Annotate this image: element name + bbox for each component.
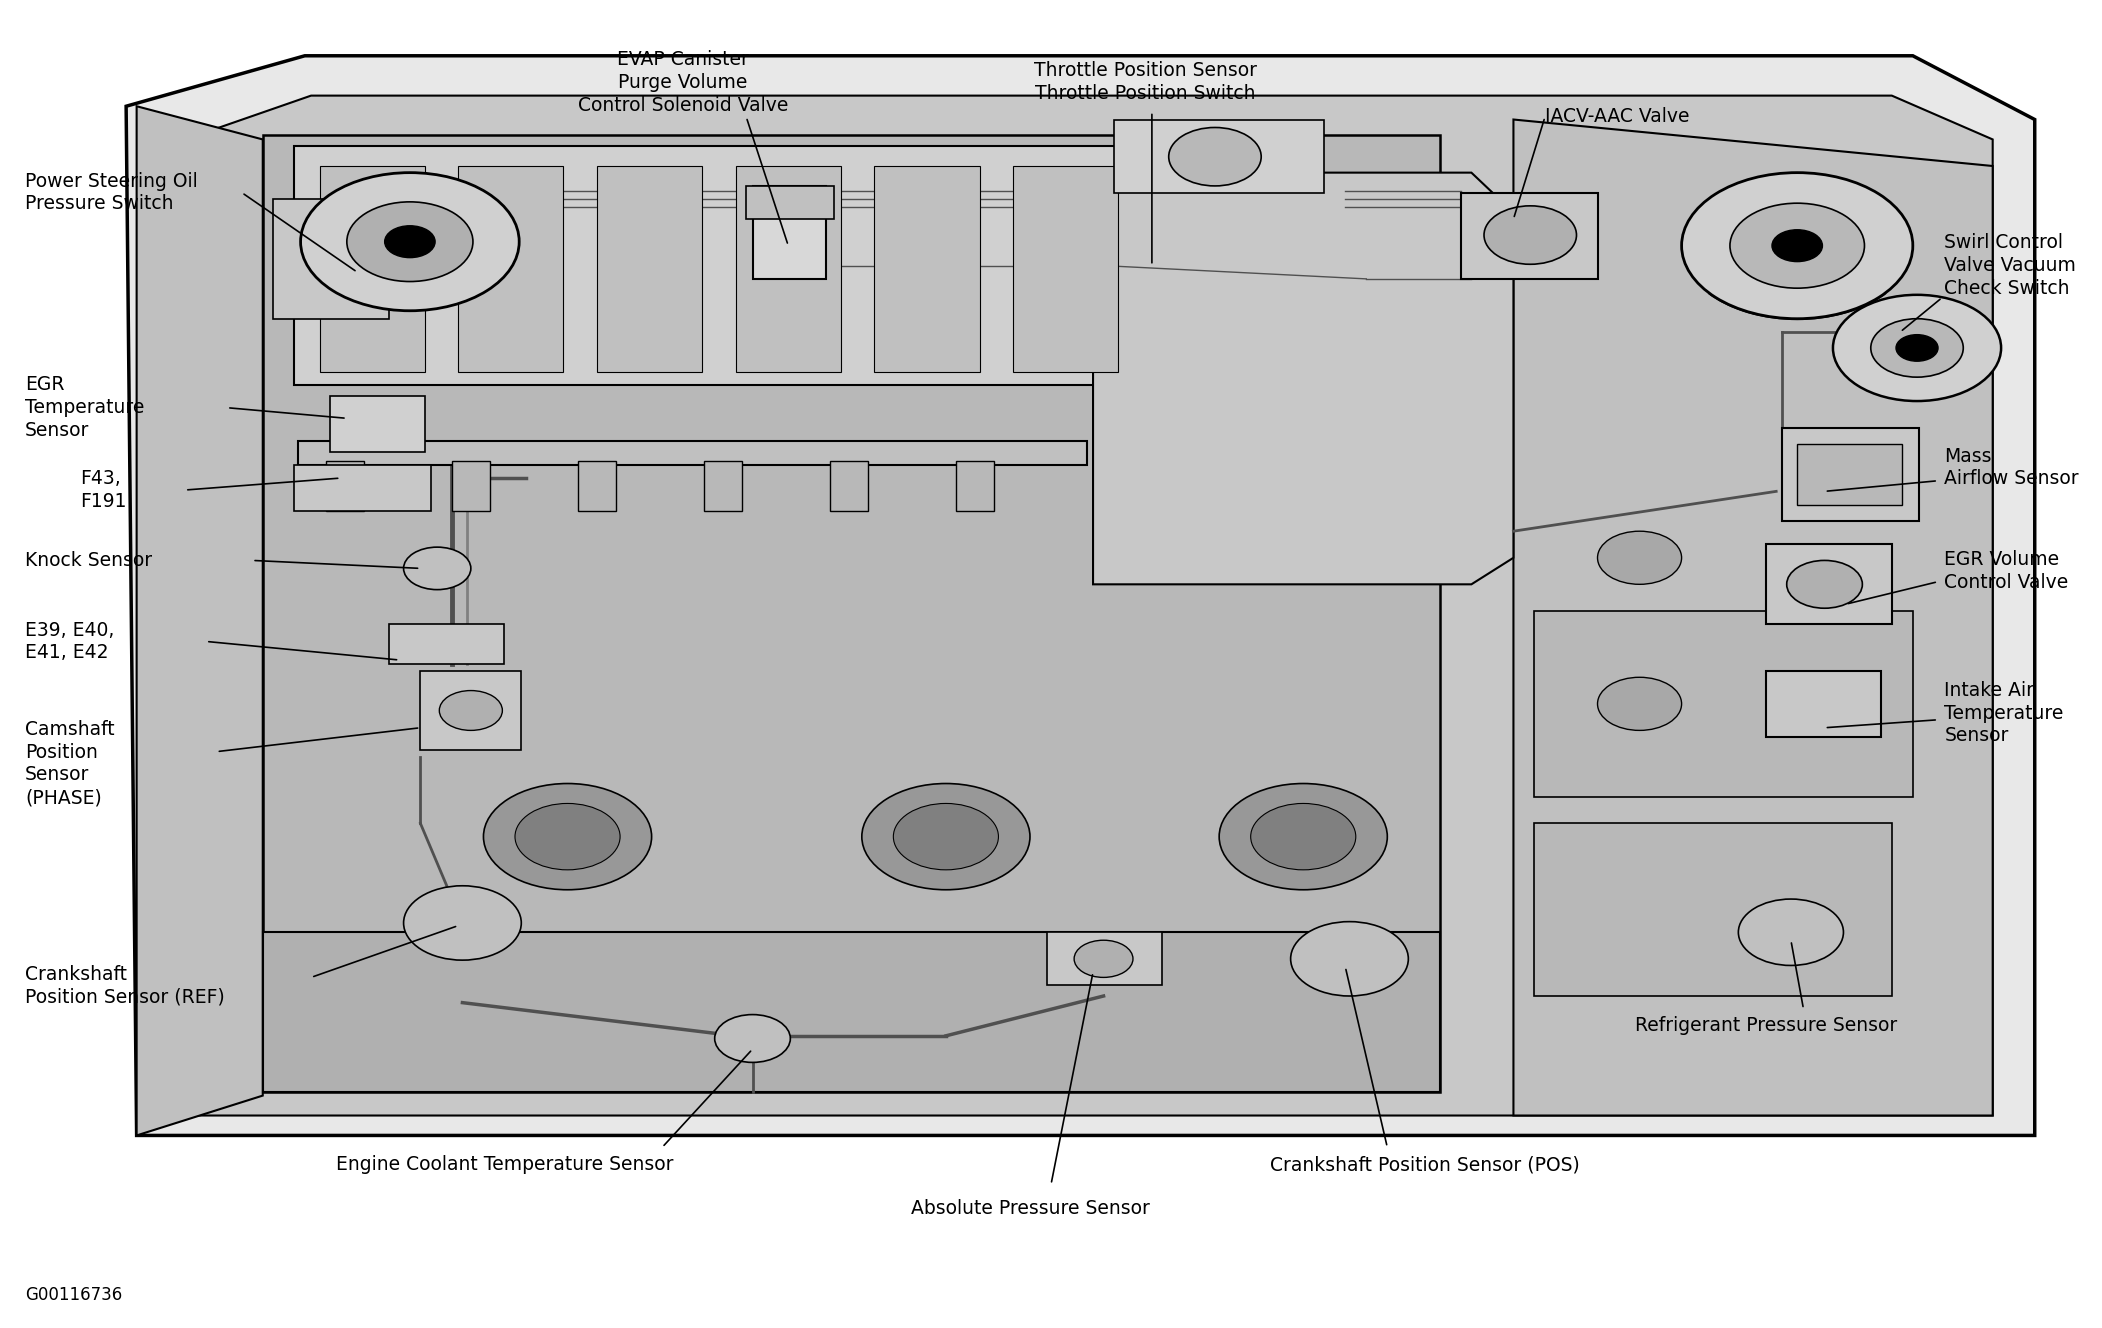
Text: EVAP Canister
Purge Volume
Control Solenoid Valve: EVAP Canister Purge Volume Control Solen… <box>578 50 788 114</box>
Bar <box>298 441 1087 465</box>
Bar <box>1766 544 1892 624</box>
Circle shape <box>715 1015 790 1062</box>
Bar <box>830 461 868 511</box>
Circle shape <box>1738 899 1843 965</box>
Circle shape <box>1896 335 1938 361</box>
Text: Crankshaft Position Sensor (POS): Crankshaft Position Sensor (POS) <box>1270 1155 1581 1174</box>
Text: E39, E40,
E41, E42: E39, E40, E41, E42 <box>25 620 116 663</box>
Text: Mass
Airflow Sensor: Mass Airflow Sensor <box>1944 446 2079 489</box>
Text: F43,
F191: F43, F191 <box>80 469 126 511</box>
Circle shape <box>385 226 435 258</box>
Polygon shape <box>1513 120 1993 1116</box>
Circle shape <box>347 202 473 282</box>
Text: Refrigerant Pressure Sensor: Refrigerant Pressure Sensor <box>1635 1016 1896 1035</box>
Text: Power Steering Oil
Pressure Switch: Power Steering Oil Pressure Switch <box>25 171 198 214</box>
Circle shape <box>1598 677 1682 730</box>
Text: EGR
Temperature
Sensor: EGR Temperature Sensor <box>25 376 145 440</box>
Bar <box>263 932 1440 1092</box>
Bar <box>458 166 563 372</box>
Circle shape <box>1484 206 1576 264</box>
Circle shape <box>1598 531 1682 584</box>
Bar <box>263 135 1440 1092</box>
Polygon shape <box>137 106 263 1135</box>
Bar <box>294 146 1177 385</box>
Circle shape <box>404 547 471 590</box>
Text: Intake Air
Temperature
Sensor: Intake Air Temperature Sensor <box>1944 681 2064 745</box>
Circle shape <box>1787 560 1862 608</box>
Bar <box>746 186 834 219</box>
Text: Knock Sensor: Knock Sensor <box>25 551 151 570</box>
Text: Absolute Pressure Sensor: Absolute Pressure Sensor <box>910 1199 1150 1218</box>
Text: Throttle Position Sensor
Throttle Position Switch: Throttle Position Sensor Throttle Positi… <box>1034 61 1257 104</box>
Text: G00116736: G00116736 <box>25 1286 122 1304</box>
Text: Engine Coolant Temperature Sensor: Engine Coolant Temperature Sensor <box>336 1155 673 1174</box>
Circle shape <box>893 803 998 870</box>
Circle shape <box>1074 940 1133 977</box>
Text: Crankshaft
Position Sensor (REF): Crankshaft Position Sensor (REF) <box>25 964 225 1007</box>
Bar <box>452 461 490 511</box>
Bar <box>1797 444 1902 505</box>
Circle shape <box>1833 295 2001 401</box>
Text: Camshaft
Position
Sensor
(PHASE): Camshaft Position Sensor (PHASE) <box>25 720 116 807</box>
Bar <box>1114 120 1324 193</box>
Circle shape <box>515 803 620 870</box>
Circle shape <box>862 784 1030 890</box>
Bar <box>330 396 425 452</box>
Bar <box>1047 932 1162 985</box>
Bar <box>578 461 616 511</box>
Bar <box>704 461 742 511</box>
Bar <box>753 186 826 279</box>
Bar <box>273 199 389 319</box>
Bar <box>1461 193 1598 279</box>
Text: Swirl Control
Valve Vacuum
Check Switch: Swirl Control Valve Vacuum Check Switch <box>1944 234 2077 297</box>
Bar <box>1782 428 1919 521</box>
Bar <box>1766 671 1881 737</box>
Bar <box>320 166 425 372</box>
Circle shape <box>1772 230 1822 262</box>
Bar <box>294 465 431 511</box>
Bar <box>736 166 841 372</box>
Circle shape <box>301 173 519 311</box>
Polygon shape <box>1093 173 1513 584</box>
Bar <box>956 461 994 511</box>
Circle shape <box>404 886 521 960</box>
Text: IACV-AAC Valve: IACV-AAC Valve <box>1545 108 1690 126</box>
Circle shape <box>1730 203 1864 288</box>
Circle shape <box>1219 784 1387 890</box>
Bar <box>420 671 521 750</box>
Circle shape <box>1682 173 1913 319</box>
Polygon shape <box>185 96 1993 1116</box>
Bar <box>597 166 702 372</box>
Circle shape <box>1169 127 1261 186</box>
Circle shape <box>483 784 652 890</box>
Bar <box>389 624 504 664</box>
Circle shape <box>439 691 502 730</box>
Bar <box>1534 823 1892 996</box>
Bar <box>1534 611 1913 797</box>
Bar <box>874 166 980 372</box>
Polygon shape <box>126 56 2035 1135</box>
Circle shape <box>1291 922 1408 996</box>
Bar <box>1013 166 1118 372</box>
Bar <box>326 461 364 511</box>
Circle shape <box>1871 319 1963 377</box>
Circle shape <box>1251 803 1356 870</box>
Text: EGR Volume
Control Valve: EGR Volume Control Valve <box>1944 550 2068 592</box>
